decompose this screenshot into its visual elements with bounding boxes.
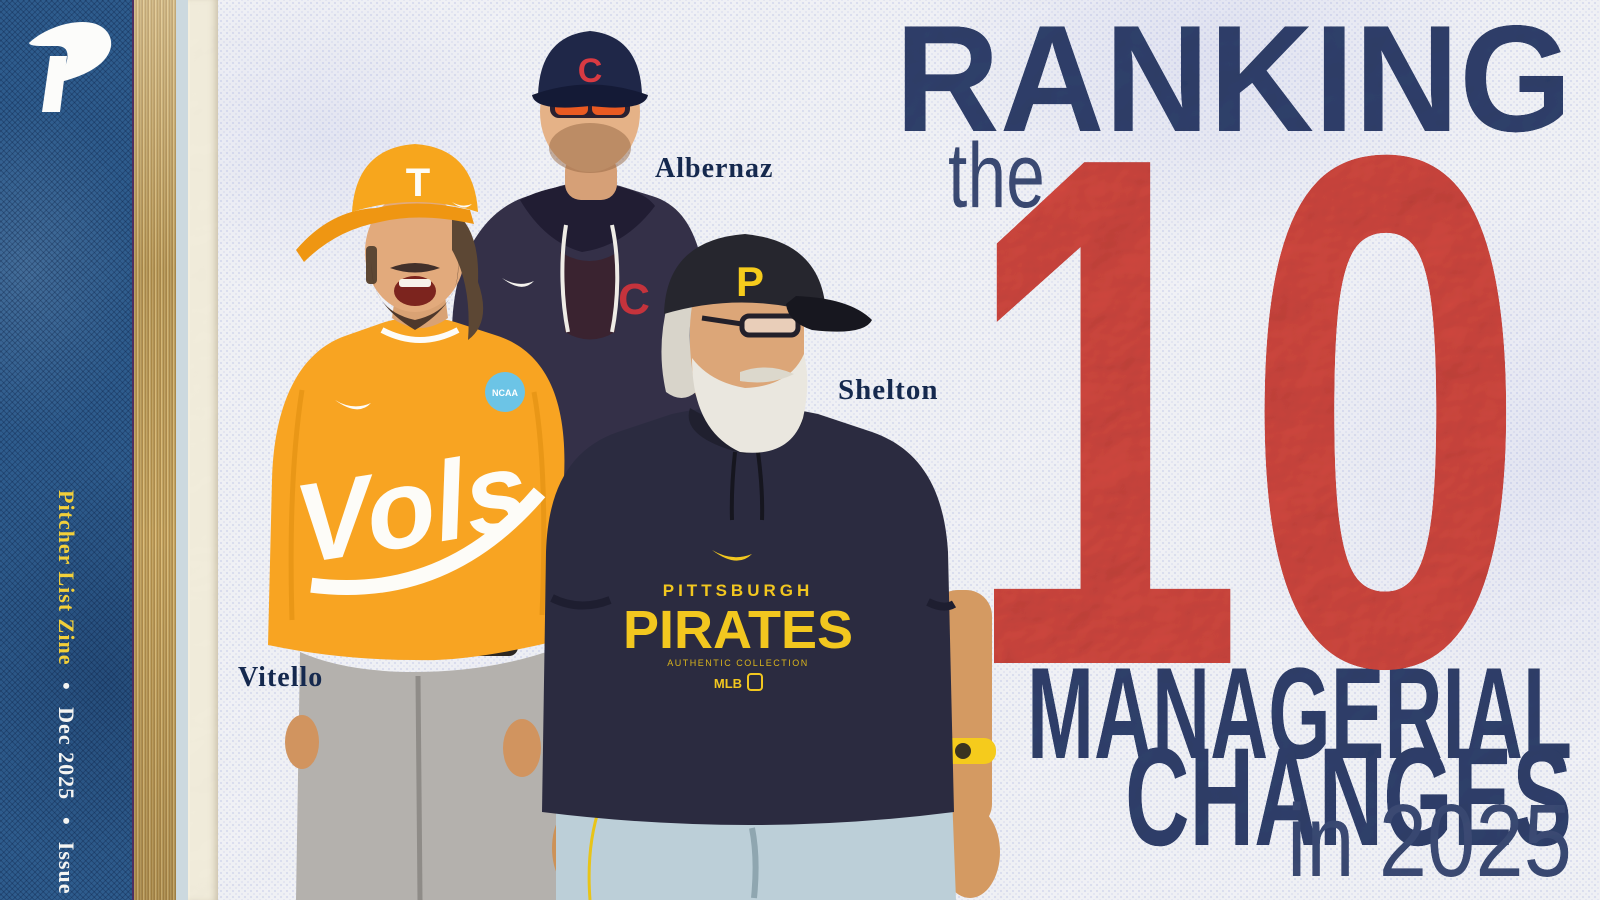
headline-number-group: 10 [962, 5, 1527, 818]
mlb-batter-icon [747, 673, 763, 691]
nike-swoosh-icon [502, 278, 534, 287]
ncaa-patch-text: NCAA [492, 388, 518, 398]
headline-managerial: MANAGERIAL [1027, 640, 1572, 786]
headline-the: the [948, 125, 1045, 227]
shirt-city-text: PITTSBURGH [663, 581, 814, 600]
shirt-sub-text: AUTHENTIC COLLECTION [667, 658, 809, 668]
shelton-cap-letter: P [736, 258, 764, 305]
nike-swoosh-icon [335, 400, 371, 410]
spine-text: Pitcher List Zine • Dec 2025 • Issue [53, 490, 79, 894]
headline-navy-group: RANKING the MANAGERIAL CHANGES in 2025 [895, 0, 1572, 898]
shirt-team-text: PIRATES [623, 600, 853, 660]
headline-big-number: 10 [962, 5, 1527, 818]
spine-date: Dec 2025 [54, 707, 79, 801]
logo-p-stem [42, 56, 67, 112]
shelton-cap [664, 234, 826, 316]
spine-separator: • [54, 681, 79, 691]
logo-p-bowl [29, 22, 112, 83]
label-shelton: Shelton [838, 374, 939, 406]
page-edge-strip [176, 0, 188, 900]
label-albernaz: Albernaz [655, 153, 774, 184]
inner-page-strip [188, 0, 218, 900]
albernaz-chest-letter: C [618, 275, 650, 324]
spine-title: Pitcher List Zine [54, 490, 79, 666]
headline-ranking: RANKING [895, 0, 1572, 164]
nike-swoosh-icon [712, 550, 752, 561]
headline-in-year: in 2025 [1287, 783, 1572, 898]
nike-swoosh-icon [452, 202, 472, 208]
manager-shelton-figure: P PITTSBURGH PIRATES AUTHENTIC COLLECTIO… [542, 234, 1000, 900]
spine-issue: Issue [54, 841, 79, 895]
headline-changes: CHANGES [1125, 718, 1572, 875]
ncaa-patch [485, 372, 525, 412]
pitcher-list-logo [29, 22, 112, 112]
label-vitello: Vitello [238, 662, 324, 693]
vitello-cap [352, 144, 478, 212]
shelton-glasses [739, 313, 801, 338]
magazine-spine: Pitcher List Zine • Dec 2025 • Issue [0, 0, 132, 900]
manager-vitello-figure: T NCAA Vols [268, 144, 565, 900]
albernaz-cap-letter: C [578, 52, 603, 90]
page-edges [132, 0, 178, 900]
albernaz-cap [538, 31, 642, 95]
spine-separator: • [54, 816, 79, 826]
shirt-league-text: MLB [714, 676, 742, 691]
vitello-cap-letter: T [406, 161, 430, 205]
